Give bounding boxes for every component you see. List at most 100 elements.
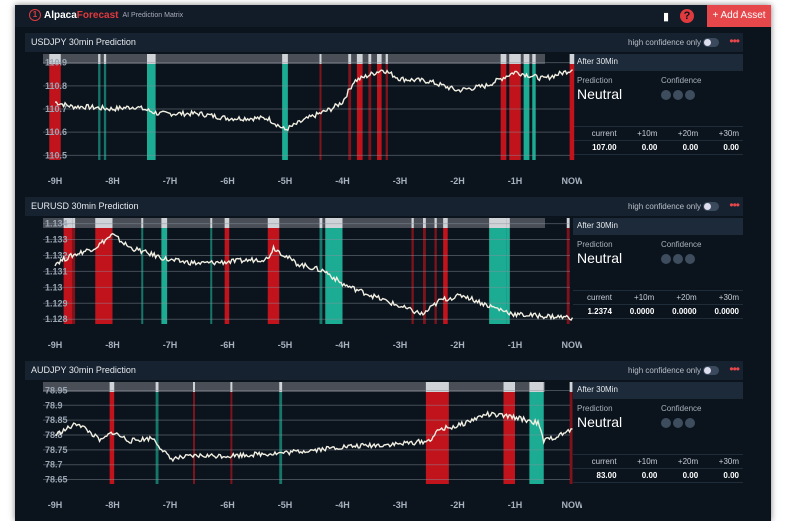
red-signal-band: [509, 64, 521, 160]
price-chart: 1.134 1.133 1.132 1.131 1.13 1.129 1.128 -9H -8H…: [43, 218, 582, 350]
x-tick-label: -1H: [508, 176, 523, 186]
y-tick-label: 110.8: [45, 81, 67, 91]
x-tick-label: -6H: [220, 340, 235, 350]
x-tick-label: -5H: [278, 500, 293, 510]
help-icon[interactable]: ?: [680, 9, 694, 23]
panel-header: USDJPY 30min Prediction high confidence …: [25, 33, 743, 52]
teal-signal-band: [529, 392, 544, 484]
x-tick-label: -6H: [220, 176, 235, 186]
signal-tick: [230, 382, 233, 392]
speaker-icon[interactable]: ▮: [663, 11, 670, 23]
high-confidence-toggle[interactable]: [703, 38, 719, 47]
high-confidence-toggle[interactable]: [703, 202, 719, 211]
signal-tick: [489, 218, 507, 228]
confidence-dots: [661, 418, 695, 428]
x-tick-label: -1H: [508, 340, 523, 350]
teal-signal-band: [489, 228, 507, 324]
high-confidence-label: high confidence only: [628, 366, 701, 375]
more-options-icon[interactable]: •••: [729, 34, 740, 48]
high-confidence-toggle[interactable]: [703, 366, 719, 375]
signal-tick: [532, 54, 536, 64]
forecast-value: 107.00: [573, 140, 621, 155]
red-signal-band: [569, 64, 575, 160]
panel-title: EURUSD 30min Prediction: [31, 201, 139, 211]
red-signal-band: [377, 64, 382, 160]
teal-signal-band: [98, 64, 101, 160]
y-tick-label: 1.129: [45, 298, 68, 308]
panel-header: EURUSD 30min Prediction high confidence …: [25, 197, 743, 216]
price-line: [54, 69, 573, 132]
add-asset-button[interactable]: + Add Asset: [707, 5, 771, 27]
y-tick-label: 78.7: [45, 460, 63, 470]
y-tick-label: 110.5: [45, 150, 67, 160]
panel-header: AUDJPY 30min Prediction high confidence …: [25, 361, 743, 380]
y-tick-label: 1.13: [45, 282, 63, 292]
forecast-value: 1.2374: [573, 304, 616, 319]
signal-tick: [509, 54, 521, 64]
high-confidence-label: high confidence only: [628, 38, 701, 47]
after-30min-label: After 30Min: [573, 218, 743, 235]
more-options-icon[interactable]: •••: [729, 362, 740, 376]
confidence-dot: [673, 418, 683, 428]
red-signal-band: [63, 228, 73, 324]
signal-tick: [224, 218, 230, 228]
teal-signal-band: [210, 228, 213, 324]
red-signal-band: [411, 228, 414, 324]
x-tick-label: -7H: [163, 500, 178, 510]
price-line: [54, 232, 574, 321]
price-chart: 78.95 78.9 78.85 78.8 78.75 78.7 78.65 -9H -8H -7…: [43, 382, 582, 510]
y-tick-label: 1.131: [45, 266, 68, 276]
more-options-icon[interactable]: •••: [729, 198, 740, 212]
forecast-col-header: +20m: [661, 454, 703, 469]
signal-tick: [423, 218, 426, 228]
signal-tick: [103, 54, 107, 64]
y-tick-label: 78.9: [45, 400, 63, 410]
x-tick-label: -8H: [105, 176, 120, 186]
signal-tick: [569, 382, 573, 392]
signal-tick: [411, 218, 414, 228]
forecast-table: current +10m +20m +30m 83.00 0.00 0.00 0.00: [573, 454, 743, 483]
forecast-value: 0.00: [620, 140, 662, 155]
y-tick-label: 78.65: [45, 475, 68, 485]
forecast-table: current +10m +20m +30m 107.00 0.00 0.00 0.00: [573, 126, 743, 155]
after-30min-label: After 30Min: [573, 382, 743, 399]
x-tick-label: -8H: [105, 340, 120, 350]
forecast-col-header: +10m: [615, 290, 659, 305]
x-tick-label: -8H: [105, 500, 120, 510]
red-signal-band: [230, 392, 233, 484]
x-tick-label: -4H: [335, 500, 350, 510]
x-tick-label: -9H: [48, 176, 63, 186]
signal-tick: [434, 218, 437, 228]
red-signal-band: [566, 228, 570, 324]
logo[interactable]: 1 Alpaca Forecast AI Prediction Matrix: [29, 9, 183, 21]
prediction-label: Prediction: [577, 404, 613, 413]
signal-tick: [377, 54, 382, 64]
signal-tick: [348, 54, 352, 64]
teal-signal-band: [161, 228, 168, 324]
teal-signal-band: [103, 64, 107, 160]
signal-tick: [109, 382, 115, 392]
signal-tick: [319, 54, 322, 64]
red-signal-band: [368, 64, 372, 160]
confidence-dot: [685, 254, 695, 264]
forecast-value: 0.00: [620, 468, 662, 483]
signal-tick: [356, 54, 363, 64]
y-tick-label: 110.7: [45, 104, 67, 114]
x-tick-label: -6H: [220, 500, 235, 510]
y-tick-label: 110.9: [45, 58, 67, 68]
red-signal-band: [267, 228, 280, 324]
x-tick-label: -2H: [450, 340, 465, 350]
signal-tick: [566, 218, 570, 228]
signal-tick: [282, 54, 288, 64]
signal-tick: [193, 382, 195, 392]
forecast-col-header: +20m: [661, 126, 703, 141]
signal-tick: [425, 382, 449, 392]
confidence-dot: [661, 254, 671, 264]
forecast-col-header: +10m: [620, 126, 662, 141]
signal-tick: [155, 382, 159, 392]
signal-tick: [523, 54, 530, 64]
y-tick-label: 1.128: [45, 314, 68, 324]
signal-strip: [43, 218, 545, 228]
confidence-dots: [661, 90, 695, 100]
red-signal-band: [49, 64, 61, 160]
